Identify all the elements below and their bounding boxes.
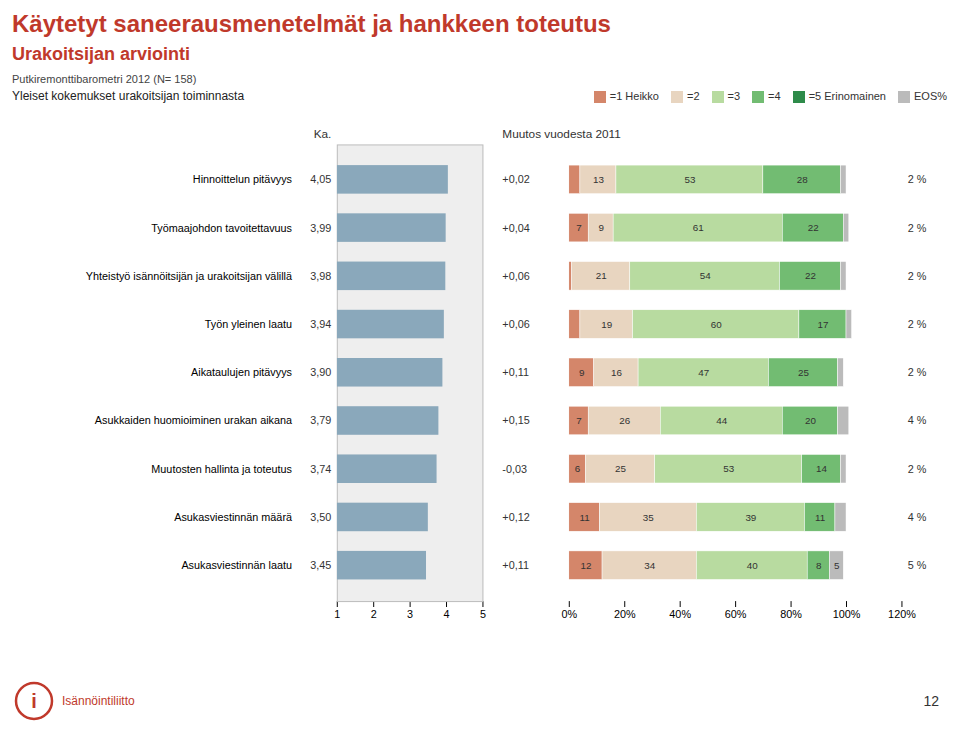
svg-text:44: 44 [717, 415, 728, 426]
svg-text:3: 3 [407, 608, 413, 620]
html-text:Yleiset kokemukset urakoitsija: Yleiset kokemukset urakoitsijan toiminna… [12, 89, 245, 103]
svg-text:19: 19 [602, 319, 613, 330]
svg-text:12: 12 [581, 560, 592, 571]
svg-text:25: 25 [615, 463, 626, 474]
svg-text:13: 13 [593, 174, 604, 185]
svg-text:120%: 120% [888, 608, 916, 620]
svg-text:14: 14 [816, 463, 827, 474]
svg-text:Asukasviestinnän laatu: Asukasviestinnän laatu [181, 559, 292, 571]
svg-text:Työn yleinen laatu: Työn yleinen laatu [205, 318, 292, 330]
svg-text:2: 2 [371, 608, 377, 620]
svg-text:3,98: 3,98 [310, 270, 331, 282]
svg-text:26: 26 [620, 415, 631, 426]
html-text:=3: =3 [727, 89, 741, 102]
svg-text:Aikataulujen pitävyys: Aikataulujen pitävyys [191, 366, 293, 378]
svg-text:35: 35 [643, 512, 654, 523]
html-text:Putkiremonttibarometri 2012 (N: Putkiremonttibarometri 2012 (N= 158) [12, 73, 197, 85]
svg-text:4 %: 4 % [908, 511, 927, 523]
svg-text:5: 5 [480, 608, 486, 620]
svg-text:39: 39 [746, 512, 757, 523]
svg-text:2 %: 2 % [908, 318, 927, 330]
svg-text:17: 17 [818, 319, 829, 330]
svg-text:6: 6 [575, 463, 581, 474]
svg-text:Muutos vuodesta 2011: Muutos vuodesta 2011 [503, 127, 622, 141]
html-text:Käytetyt saneerausmenetelmät j: Käytetyt saneerausmenetelmät ja hankkeen… [12, 10, 611, 37]
html-text:=1 Heikko: =1 Heikko [609, 89, 659, 102]
svg-text:3,94: 3,94 [310, 318, 331, 330]
svg-text:9: 9 [599, 222, 604, 233]
svg-text:11: 11 [580, 512, 590, 523]
svg-text:i: i [31, 690, 37, 712]
svg-text:Asukasviestinnän määrä: Asukasviestinnän määrä [174, 511, 293, 523]
svg-text:47: 47 [699, 367, 710, 378]
svg-text:2 %: 2 % [908, 270, 927, 282]
svg-text:0%: 0% [562, 608, 578, 620]
svg-text:53: 53 [723, 463, 734, 474]
svg-text:61: 61 [693, 222, 704, 233]
svg-text:+0,06: +0,06 [503, 270, 530, 282]
svg-text:2 %: 2 % [908, 222, 927, 234]
svg-text:+0,11: +0,11 [503, 559, 530, 571]
svg-text:3,90: 3,90 [310, 366, 331, 378]
svg-text:Työmaajohdon tavoitettavuus: Työmaajohdon tavoitettavuus [151, 222, 292, 234]
svg-text:7: 7 [577, 415, 582, 426]
svg-text:Muutosten hallinta ja toteutus: Muutosten hallinta ja toteutus [151, 463, 292, 475]
html-text:12: 12 [923, 693, 939, 709]
svg-text:20: 20 [805, 415, 816, 426]
svg-text:2 %: 2 % [908, 463, 927, 475]
svg-text:100%: 100% [833, 608, 861, 620]
html-text:Urakoitsijan arviointi: Urakoitsijan arviointi [12, 44, 191, 64]
svg-text:Hinnoittelun pitävyys: Hinnoittelun pitävyys [193, 173, 293, 185]
svg-text:3,74: 3,74 [310, 463, 331, 475]
svg-text:3,45: 3,45 [310, 559, 331, 571]
svg-text:2 %: 2 % [908, 366, 927, 378]
svg-text:2 %: 2 % [908, 173, 927, 185]
svg-text:60: 60 [711, 319, 722, 330]
svg-text:Asukkaiden huomioiminen urakan: Asukkaiden huomioiminen urakan aikana [95, 414, 293, 426]
svg-text:5 %: 5 % [908, 559, 927, 571]
svg-text:Ka.: Ka. [314, 127, 332, 141]
svg-text:4 %: 4 % [908, 414, 927, 426]
svg-text:22: 22 [808, 222, 819, 233]
svg-text:3,79: 3,79 [310, 414, 331, 426]
svg-text:+0,15: +0,15 [503, 414, 530, 426]
html-text:EOS%: EOS% [914, 89, 947, 102]
svg-text:11: 11 [815, 512, 825, 523]
svg-text:+0,04: +0,04 [503, 222, 530, 234]
svg-text:+0,06: +0,06 [503, 318, 530, 330]
svg-text:22: 22 [805, 270, 816, 281]
svg-text:40%: 40% [670, 608, 692, 620]
svg-text:9: 9 [579, 367, 584, 378]
html-text:Isännöintiliitto: Isännöintiliitto [62, 694, 135, 708]
svg-text:60%: 60% [725, 608, 747, 620]
svg-text:8: 8 [816, 560, 822, 571]
svg-text:34: 34 [644, 560, 655, 571]
html-text:=4: =4 [768, 89, 781, 102]
svg-text:3,99: 3,99 [310, 222, 331, 234]
svg-text:Yhteistyö isännöitsijän ja ura: Yhteistyö isännöitsijän ja urakoitsijan … [86, 270, 293, 282]
svg-text:4: 4 [444, 608, 450, 620]
svg-text:54: 54 [700, 270, 711, 281]
svg-text:5: 5 [834, 560, 840, 571]
svg-text:-0,03: -0,03 [503, 463, 528, 475]
svg-text:+0,11: +0,11 [503, 366, 530, 378]
svg-text:+0,12: +0,12 [503, 511, 530, 523]
svg-text:20%: 20% [614, 608, 636, 620]
html-text:=5 Erinomainen: =5 Erinomainen [808, 89, 886, 102]
html-text:=2: =2 [687, 89, 700, 102]
svg-text:80%: 80% [781, 608, 803, 620]
svg-text:16: 16 [611, 367, 622, 378]
svg-text:1: 1 [334, 608, 340, 620]
svg-text:+0,02: +0,02 [503, 173, 530, 185]
svg-text:7: 7 [577, 222, 582, 233]
svg-text:25: 25 [798, 367, 809, 378]
svg-text:4,05: 4,05 [310, 173, 331, 185]
svg-text:40: 40 [747, 560, 758, 571]
svg-text:21: 21 [596, 270, 607, 281]
svg-text:53: 53 [685, 174, 696, 185]
svg-text:3,50: 3,50 [310, 511, 331, 523]
svg-text:28: 28 [797, 174, 808, 185]
